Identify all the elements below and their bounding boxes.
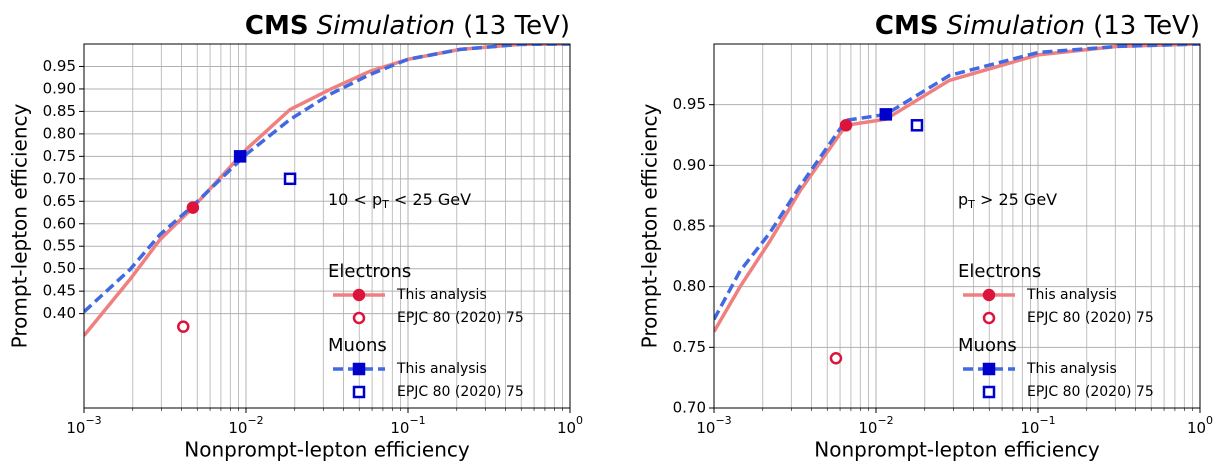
x-tick-base: 10 [696, 419, 715, 437]
y-tick-label: 0.85 [673, 217, 706, 235]
point [829, 352, 843, 365]
legend-label: This analysis [396, 287, 487, 303]
legend-label: EPJC 80 (2020) 75 [1027, 310, 1154, 326]
legend-marker [982, 311, 996, 325]
x-tick-label: 10−2 [858, 414, 893, 437]
x-axis-label: Nonprompt-lepton efficiency [184, 438, 470, 462]
title-plain: (13 TeV) [463, 11, 570, 41]
x-tick-exp: −3 [715, 414, 731, 427]
title-bold: CMS [245, 11, 309, 41]
point [233, 150, 247, 163]
point [879, 108, 893, 121]
y-tick-label: 0.80 [43, 124, 76, 142]
x-tick-exp: −3 [85, 414, 101, 427]
x-tick-base: 10 [66, 419, 85, 437]
x-tick-label: 10−1 [390, 414, 425, 437]
y-tick-label: 0.90 [673, 156, 706, 174]
legend-marker [982, 385, 996, 399]
legend-header: Electrons [328, 261, 411, 282]
legend-marker [352, 385, 366, 399]
x-tick-exp: 0 [576, 414, 583, 427]
x-tick-exp: −2 [877, 414, 893, 427]
y-tick-label: 0.70 [43, 169, 76, 187]
legend-header: Electrons [958, 261, 1041, 282]
y-tick-label: 0.90 [43, 79, 76, 97]
x-tick-label: 100 [557, 414, 583, 437]
legend-label: This analysis [1026, 361, 1117, 377]
y-tick-label: 0.75 [673, 338, 706, 356]
x-tick-exp: −1 [1039, 414, 1055, 427]
annotation-text: p [958, 190, 968, 209]
x-tick-exp: −1 [409, 414, 425, 427]
x-tick-base: 10 [390, 419, 409, 437]
legend-label: EPJC 80 (2020) 75 [397, 310, 524, 326]
y-tick-label: 0.70 [673, 399, 706, 417]
chart-title: CMS Simulation (13 TeV) [875, 11, 1200, 41]
title-italic: Simulation [317, 11, 456, 41]
y-tick-label: 0.80 [673, 277, 706, 295]
title-bold: CMS [875, 11, 939, 41]
x-tick-exp: 0 [1206, 414, 1213, 427]
title-italic: Simulation [947, 11, 1086, 41]
y-tick-label: 0.95 [43, 57, 76, 75]
y-tick-label: 0.40 [43, 304, 76, 322]
y-tick-label: 0.85 [43, 102, 76, 120]
annotation: pT > 25 GeV [958, 190, 1057, 212]
legend-header: Muons [958, 335, 1017, 356]
legend-label: This analysis [1026, 287, 1117, 303]
annotation: 10 < pT < 25 GeV [328, 190, 471, 212]
point [283, 172, 297, 186]
curve [714, 44, 1200, 321]
legend-label: EPJC 80 (2020) 75 [1027, 384, 1154, 400]
legend-marker [982, 288, 996, 302]
y-axis-label: Prompt-lepton efficiency [638, 104, 662, 349]
x-tick-label: 10−1 [1020, 414, 1055, 437]
legend-marker [352, 362, 366, 376]
x-tick-base: 10 [557, 419, 576, 437]
point [910, 119, 924, 132]
x-tick-exp: −2 [247, 414, 263, 427]
annotation-tail: > 25 GeV [975, 190, 1057, 209]
y-tick-label: 0.45 [43, 282, 76, 300]
axes-frame [83, 43, 571, 409]
title-plain: (13 TeV) [1093, 11, 1200, 41]
point [177, 320, 190, 333]
y-tick-label: 0.60 [43, 214, 76, 232]
legend-marker [352, 311, 366, 325]
axes-frame [713, 43, 1201, 409]
curve [84, 44, 570, 337]
y-tick-label: 0.55 [43, 237, 76, 255]
annotation-sub: T [967, 198, 975, 211]
chart-title: CMS Simulation (13 TeV) [245, 11, 570, 41]
annotation-text: 10 < p [328, 190, 382, 209]
x-tick-label: 10−3 [696, 414, 731, 437]
y-tick-label: 0.95 [673, 95, 706, 113]
y-tick-label: 0.65 [43, 192, 76, 210]
legend-label: EPJC 80 (2020) 75 [397, 384, 524, 400]
x-tick-base: 10 [228, 419, 247, 437]
legend-marker [352, 288, 366, 302]
x-tick-base: 10 [858, 419, 877, 437]
x-axis-label: Nonprompt-lepton efficiency [814, 438, 1100, 462]
x-tick-base: 10 [1187, 419, 1206, 437]
point [839, 119, 853, 132]
legend-marker [982, 362, 996, 376]
annotation-tail: < 25 GeV [389, 190, 471, 209]
x-tick-label: 10−3 [66, 414, 101, 437]
point [186, 201, 200, 214]
legend-label: This analysis [396, 361, 487, 377]
y-tick-label: 0.50 [43, 259, 76, 277]
y-axis-label: Prompt-lepton efficiency [8, 104, 32, 349]
x-tick-label: 10−2 [228, 414, 263, 437]
legend-header: Muons [328, 335, 387, 356]
x-tick-base: 10 [1020, 419, 1039, 437]
curve [714, 44, 1200, 333]
annotation-sub: T [381, 198, 389, 211]
x-tick-label: 100 [1187, 414, 1213, 437]
y-tick-label: 0.75 [43, 147, 76, 165]
curve [84, 44, 570, 314]
